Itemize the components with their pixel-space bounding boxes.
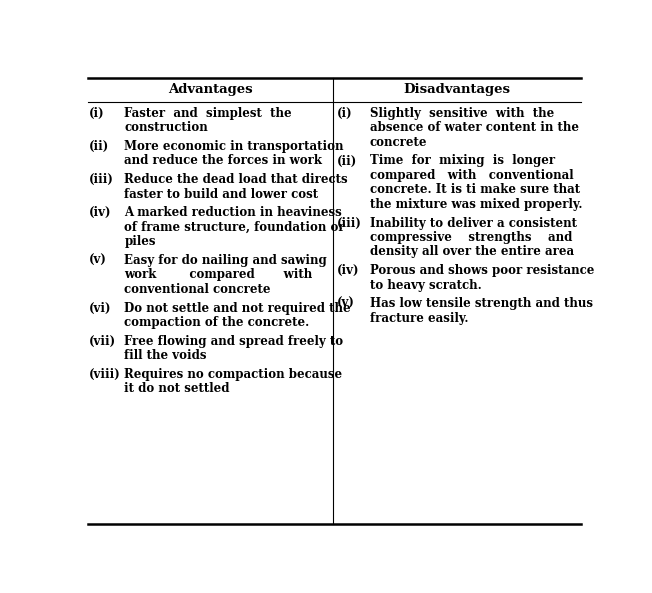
Text: Faster  and  simplest  the: Faster and simplest the [125,107,292,120]
Text: Easy for do nailing and sawing: Easy for do nailing and sawing [125,254,327,267]
Text: compaction of the concrete.: compaction of the concrete. [125,316,310,329]
Text: Inability to deliver a consistent: Inability to deliver a consistent [370,216,576,229]
Text: Has low tensile strength and thus: Has low tensile strength and thus [370,297,593,310]
Text: fracture easily.: fracture easily. [370,312,468,325]
Text: Requires no compaction because: Requires no compaction because [125,368,342,381]
Text: A marked reduction in heaviness: A marked reduction in heaviness [125,206,342,219]
Text: (viii): (viii) [89,368,121,381]
Text: Disadvantages: Disadvantages [403,83,510,96]
Text: fill the voids: fill the voids [125,349,207,362]
Text: (i): (i) [89,107,105,120]
Text: to heavy scratch.: to heavy scratch. [370,279,481,292]
Text: work        compared       with: work compared with [125,269,313,281]
Text: faster to build and lower cost: faster to build and lower cost [125,187,319,200]
Text: (iv): (iv) [89,206,111,219]
Text: (i): (i) [336,107,352,120]
Text: (iv): (iv) [336,264,359,277]
Text: Do not settle and not required the: Do not settle and not required the [125,301,351,314]
Text: density all over the entire area: density all over the entire area [370,246,574,259]
Text: Reduce the dead load that directs: Reduce the dead load that directs [125,173,348,186]
Text: and reduce the forces in work: and reduce the forces in work [125,154,323,167]
Text: (iii): (iii) [89,173,114,186]
Text: compared   with   conventional: compared with conventional [370,169,573,182]
Text: (ii): (ii) [336,154,357,167]
Text: Porous and shows poor resistance: Porous and shows poor resistance [370,264,594,277]
Text: Advantages: Advantages [168,83,252,96]
Text: concrete. It is ti make sure that: concrete. It is ti make sure that [370,183,580,196]
Text: More economic in transportation: More economic in transportation [125,140,344,153]
Text: (v): (v) [89,254,107,267]
Text: absence of water content in the: absence of water content in the [370,122,578,135]
Text: compressive    strengths    and: compressive strengths and [370,231,572,244]
Text: (ii): (ii) [89,140,110,153]
Text: conventional concrete: conventional concrete [125,283,271,296]
Text: (iii): (iii) [336,216,362,229]
Text: the mixture was mixed properly.: the mixture was mixed properly. [370,198,582,211]
Text: (vi): (vi) [89,301,111,314]
Text: Time  for  mixing  is  longer: Time for mixing is longer [370,154,555,167]
Text: Free flowing and spread freely to: Free flowing and spread freely to [125,334,344,347]
Text: concrete: concrete [370,136,427,149]
Text: construction: construction [125,122,208,135]
Text: (v): (v) [336,297,355,310]
Text: it do not settled: it do not settled [125,382,230,396]
Text: of frame structure, foundation or: of frame structure, foundation or [125,221,345,234]
Text: (vii): (vii) [89,334,116,347]
Text: piles: piles [125,235,156,248]
Text: Slightly  sensitive  with  the: Slightly sensitive with the [370,107,554,120]
